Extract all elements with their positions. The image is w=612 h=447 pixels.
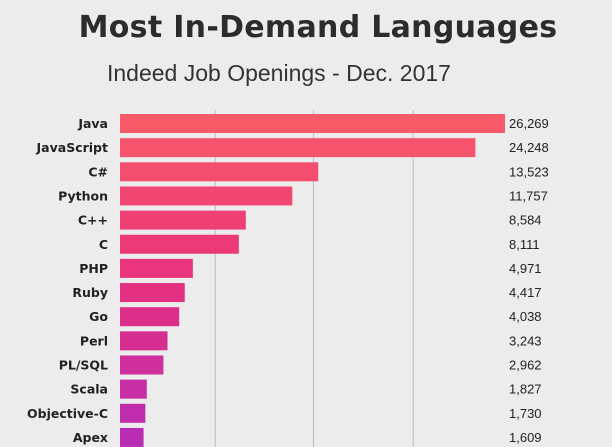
value-label: 1,609 — [509, 430, 542, 445]
category-label: Objective-C — [27, 406, 108, 421]
category-label: Java — [77, 116, 108, 131]
bar-javascript — [120, 138, 476, 158]
category-label: C# — [88, 164, 108, 179]
value-label: 1,827 — [509, 382, 542, 397]
category-label: Python — [58, 188, 108, 203]
category-label: C — [99, 237, 108, 252]
category-label: Go — [89, 309, 108, 324]
bar-c- — [120, 162, 319, 182]
bar-c — [120, 234, 239, 254]
bar-ruby — [120, 283, 185, 303]
chart-subtitle: Indeed Job Openings - Dec. 2017 — [107, 60, 451, 86]
value-label: 13,523 — [509, 164, 549, 179]
value-label: 4,417 — [509, 285, 542, 300]
value-label: 1,730 — [509, 406, 542, 421]
value-label: 8,584 — [509, 213, 542, 228]
bar-scala — [120, 379, 147, 399]
value-label: 4,971 — [509, 261, 542, 276]
category-label: PHP — [79, 261, 108, 276]
category-label: Ruby — [72, 285, 108, 300]
bar-go — [120, 307, 180, 327]
bar-objective-c — [120, 403, 146, 423]
value-label: 24,248 — [509, 140, 549, 155]
bar-c- — [120, 210, 246, 230]
value-label: 4,038 — [509, 309, 542, 324]
category-label: JavaScript — [36, 140, 108, 155]
category-label: Scala — [70, 382, 108, 397]
bar-perl — [120, 331, 168, 351]
category-label: C++ — [78, 213, 108, 228]
category-label: PL/SQL — [59, 358, 108, 373]
value-label: 26,269 — [509, 116, 549, 131]
category-label: Apex — [73, 430, 108, 445]
bar-php — [120, 258, 193, 278]
bar-apex — [120, 427, 144, 447]
value-label: 8,111 — [509, 237, 540, 252]
bar-pl-sql — [120, 355, 164, 375]
bar-java — [120, 114, 505, 133]
value-label: 3,243 — [509, 333, 542, 348]
value-label: 2,962 — [509, 358, 542, 373]
chart-title: Most In-Demand Languages — [78, 10, 558, 45]
value-label: 11,757 — [509, 188, 548, 203]
category-label: Perl — [80, 333, 108, 348]
bar-python — [120, 186, 293, 206]
